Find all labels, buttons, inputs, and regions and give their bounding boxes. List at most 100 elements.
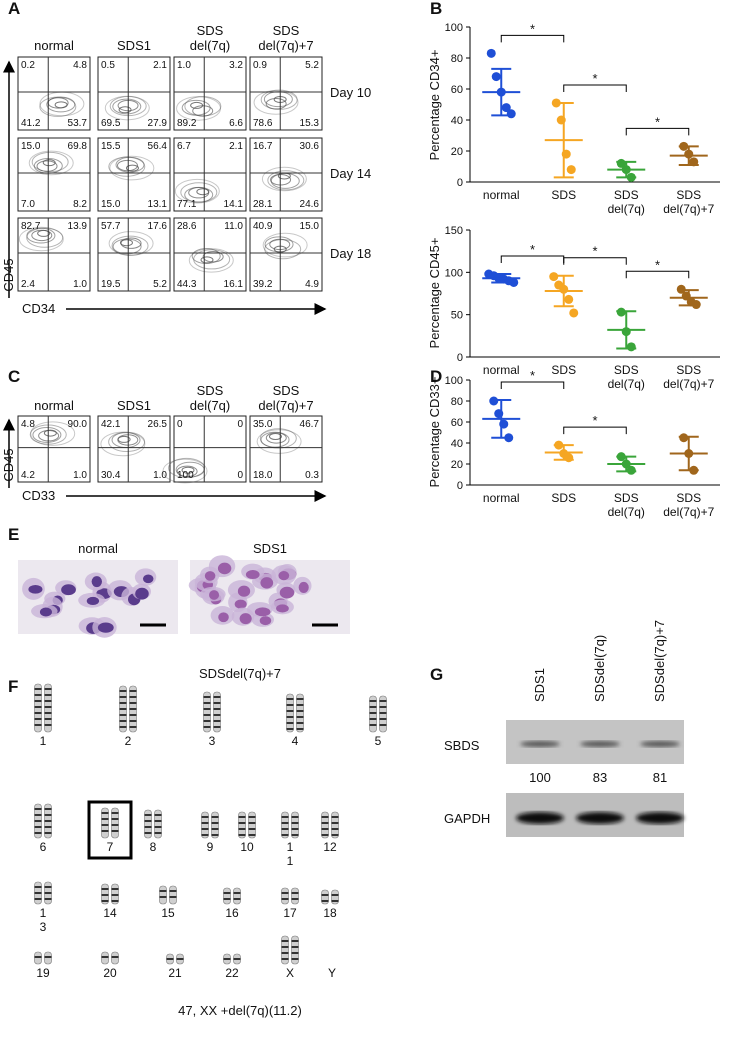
- x-tick-label: SDS del(7q): [608, 491, 645, 519]
- band: [238, 834, 246, 836]
- axis-label: CD34: [22, 301, 55, 316]
- band: [211, 834, 219, 836]
- chromosome-label: 14: [103, 906, 117, 920]
- contour: [31, 151, 69, 173]
- data-point: [501, 103, 511, 113]
- nucleus: [217, 562, 232, 575]
- band: [119, 726, 127, 728]
- y-axis-label: Percentage CD34+: [427, 50, 442, 161]
- y-tick-label: 80: [451, 396, 463, 408]
- image-label: SDS1: [253, 541, 287, 556]
- band: [101, 956, 109, 958]
- band: [233, 898, 241, 900]
- nucleus: [279, 586, 295, 599]
- quadrant-value: 4.8: [73, 60, 87, 71]
- flow-plot: 4.8 90.0 4.2 1.0: [17, 415, 91, 483]
- band: [169, 896, 177, 898]
- quadrant-value: 16.1: [224, 279, 244, 290]
- quadrant-value: 15.0: [300, 221, 320, 232]
- contour: [115, 156, 145, 173]
- contour: [112, 98, 142, 115]
- row-label: SBDS: [444, 738, 480, 753]
- data-point: [564, 294, 574, 304]
- band: [248, 828, 256, 830]
- band: [44, 832, 52, 834]
- quadrant-value: 82.7: [21, 221, 41, 232]
- band: [238, 816, 246, 818]
- band: [291, 822, 299, 824]
- band: [154, 814, 162, 816]
- band: [111, 894, 119, 896]
- band: [291, 834, 299, 836]
- column-header: SDS1: [117, 398, 151, 413]
- contour: [264, 236, 294, 253]
- chromosome-pair: [101, 807, 119, 839]
- chromosome: [331, 811, 339, 839]
- x-tick-label: normal: [483, 188, 520, 202]
- x-tick-label: SDS del(7q)+7: [663, 188, 714, 216]
- band: [34, 956, 42, 958]
- quadrant-value: 13.9: [68, 221, 88, 232]
- band: [111, 824, 119, 826]
- quadrant-value: 0: [237, 470, 243, 481]
- chromosome-pair: [281, 887, 299, 905]
- contour: [28, 150, 74, 176]
- band: [286, 710, 294, 712]
- contour: [39, 96, 77, 117]
- plot-frame: [249, 415, 323, 483]
- band: [211, 828, 219, 830]
- band: [44, 886, 52, 888]
- chromosome-pair: [321, 811, 339, 839]
- y-tick-label: 40: [451, 115, 463, 127]
- quadrant-value: 1.0: [177, 60, 191, 71]
- band: [44, 820, 52, 822]
- band: [636, 812, 684, 824]
- band: [213, 702, 221, 704]
- band: [144, 832, 152, 834]
- micrograph: [18, 560, 178, 638]
- significance-bracket: [500, 255, 565, 264]
- band: [101, 900, 109, 902]
- chromosome-pair: [101, 951, 119, 965]
- y-tick-label: 100: [445, 375, 463, 387]
- chromosome-pair: [34, 803, 52, 839]
- y-tick-label: 150: [445, 225, 463, 237]
- band: [201, 816, 209, 818]
- karyotype-caption: 47, XX +del(7q)(11.2): [178, 1003, 302, 1018]
- quadrant-value: 16.7: [253, 141, 273, 152]
- quantity: 100: [529, 770, 551, 785]
- contour: [118, 106, 132, 114]
- contour: [193, 249, 231, 270]
- quadrant-value: 56.4: [148, 141, 168, 152]
- band: [119, 696, 127, 698]
- band: [154, 832, 162, 834]
- contour: [256, 429, 302, 454]
- quadrant-value: 14.1: [224, 199, 244, 210]
- quadrant-value: 46.7: [300, 419, 320, 430]
- contour: [260, 431, 290, 448]
- band: [291, 940, 299, 942]
- quadrant-value: 0: [177, 419, 183, 430]
- band: [119, 714, 127, 716]
- contour: [108, 231, 154, 256]
- contour: [261, 166, 307, 192]
- quadrant-value: 4.8: [21, 419, 35, 430]
- highlight-box: [87, 800, 133, 860]
- band: [111, 888, 119, 890]
- data-point: [564, 453, 574, 463]
- quadrant-value: 30.4: [101, 470, 121, 481]
- band: [223, 892, 231, 894]
- band: [44, 688, 52, 690]
- quadrant-value: 28.1: [253, 199, 273, 210]
- significance-label: *: [530, 242, 535, 257]
- band: [201, 834, 209, 836]
- contour: [200, 256, 214, 264]
- band: [291, 816, 299, 818]
- panel-letter: C: [8, 367, 20, 386]
- quadrant-value: 4.9: [305, 279, 319, 290]
- lane-label: SDS1: [532, 668, 547, 702]
- quadrant-value: 78.6: [253, 118, 273, 129]
- quadrant-value: 1.0: [73, 279, 87, 290]
- band: [286, 704, 294, 706]
- nucleus: [254, 607, 271, 617]
